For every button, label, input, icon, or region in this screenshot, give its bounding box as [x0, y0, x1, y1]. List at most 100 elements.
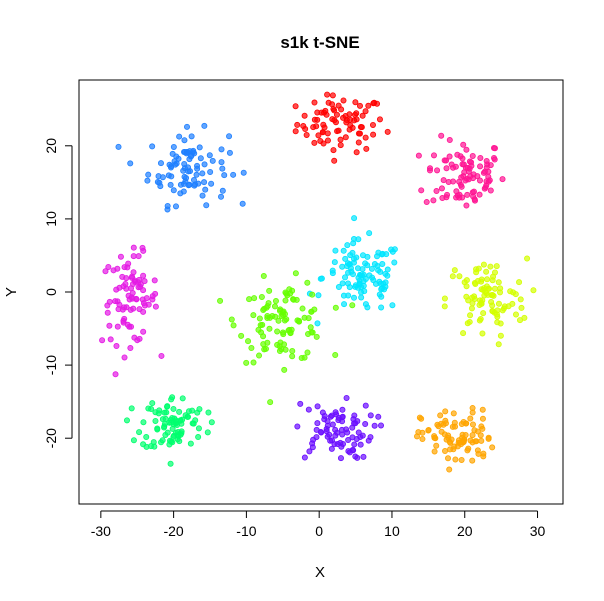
data-point — [491, 154, 498, 161]
data-point — [491, 309, 498, 316]
data-point — [467, 312, 474, 319]
data-point — [226, 149, 233, 156]
data-point — [332, 304, 339, 311]
data-point — [99, 337, 106, 344]
data-point — [445, 455, 452, 462]
data-point — [471, 295, 478, 302]
data-point — [495, 341, 502, 348]
data-point — [384, 128, 391, 135]
data-point — [289, 287, 296, 294]
data-point — [190, 177, 197, 184]
data-point — [129, 273, 136, 280]
data-point — [250, 312, 257, 319]
data-point — [366, 230, 373, 237]
data-point — [309, 291, 316, 298]
data-point — [266, 325, 273, 332]
data-point — [313, 426, 320, 433]
data-point — [382, 279, 389, 286]
data-point — [324, 422, 331, 429]
data-point — [226, 133, 233, 140]
data-point — [460, 330, 467, 337]
data-point — [468, 305, 475, 312]
data-point — [462, 431, 469, 438]
data-point — [351, 215, 358, 222]
data-point — [377, 268, 384, 275]
data-point — [461, 169, 468, 176]
data-point — [151, 443, 158, 450]
data-point — [419, 436, 426, 443]
data-point — [152, 290, 159, 297]
data-point — [186, 148, 193, 155]
data-point — [452, 456, 459, 463]
data-point — [345, 280, 352, 287]
data-point — [463, 293, 470, 300]
data-point — [345, 292, 352, 299]
data-point — [484, 276, 491, 283]
data-point — [339, 413, 346, 420]
data-point — [128, 405, 135, 412]
data-point — [228, 316, 235, 323]
data-point — [136, 429, 143, 436]
data-point — [349, 424, 356, 431]
data-point — [337, 136, 344, 143]
data-point — [140, 441, 147, 448]
data-point — [201, 179, 208, 186]
x-tick-label: 30 — [530, 523, 546, 539]
data-point — [379, 260, 386, 267]
data-point — [349, 271, 356, 278]
data-point — [115, 143, 122, 150]
data-point — [478, 437, 485, 444]
data-point — [349, 302, 356, 309]
data-point — [114, 298, 121, 305]
data-point — [265, 300, 272, 307]
data-point — [330, 147, 337, 154]
data-point — [377, 280, 384, 287]
data-point — [195, 425, 202, 432]
data-point — [469, 152, 476, 159]
data-point — [156, 179, 163, 186]
data-point — [141, 302, 148, 309]
data-point — [353, 254, 360, 261]
data-point — [360, 453, 367, 460]
data-point — [130, 281, 137, 288]
data-point — [167, 164, 174, 171]
data-point — [446, 137, 453, 144]
data-point — [434, 167, 441, 174]
data-point — [286, 326, 293, 333]
data-point — [357, 272, 364, 279]
data-point — [464, 320, 471, 327]
data-point — [367, 412, 374, 419]
data-point — [363, 145, 370, 152]
x-axis-label: X — [315, 564, 325, 581]
x-tick-label: 0 — [315, 523, 323, 539]
data-point — [335, 284, 342, 291]
data-point — [463, 283, 470, 290]
data-point — [351, 412, 358, 419]
data-point — [144, 177, 151, 184]
data-point — [140, 328, 147, 335]
data-point — [467, 437, 474, 444]
data-point — [307, 324, 314, 331]
data-point — [489, 444, 496, 451]
data-point — [487, 187, 494, 194]
data-point — [170, 187, 177, 194]
data-point — [350, 236, 357, 243]
data-point — [416, 414, 423, 421]
data-point — [188, 133, 195, 140]
chart-title: s1k t-SNE — [280, 33, 359, 52]
data-point — [140, 247, 147, 254]
data-point — [357, 441, 364, 448]
data-point — [170, 143, 177, 150]
data-point — [300, 123, 307, 130]
data-point — [255, 326, 262, 333]
data-point — [264, 339, 271, 346]
data-point — [339, 263, 346, 270]
data-point — [281, 317, 288, 324]
data-point — [458, 456, 465, 463]
data-point — [204, 429, 211, 436]
data-point — [259, 321, 266, 328]
data-point — [430, 197, 437, 204]
data-point — [458, 174, 465, 181]
data-point — [488, 292, 495, 299]
